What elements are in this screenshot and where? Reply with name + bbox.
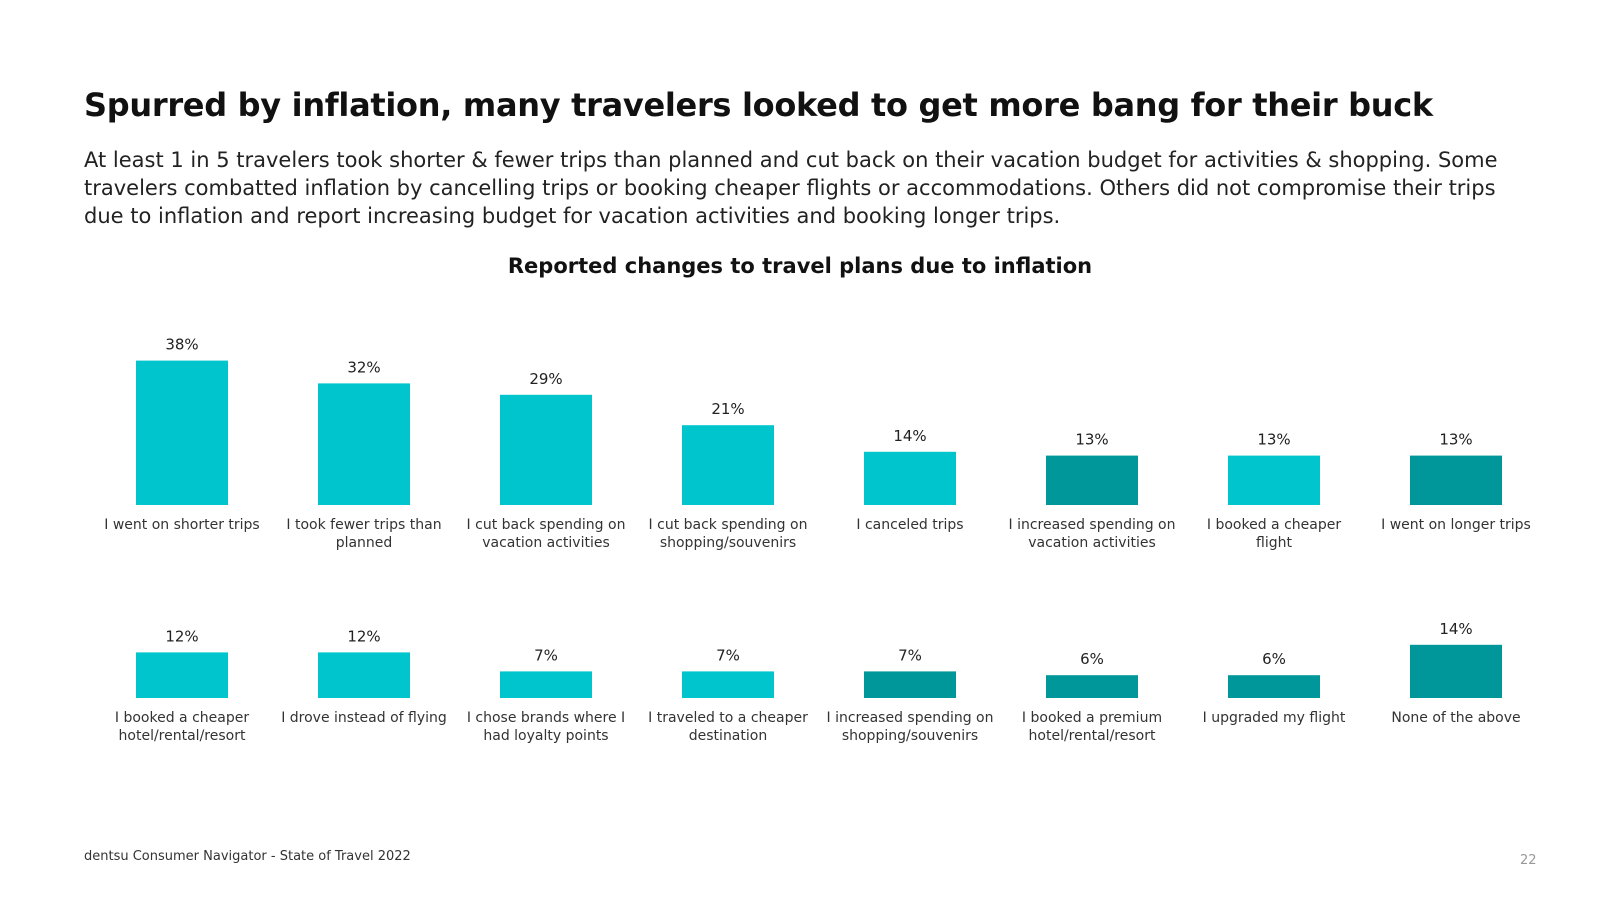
bar <box>1410 644 1502 698</box>
bar <box>500 671 592 698</box>
category-label: had loyalty points <box>483 728 608 744</box>
bar <box>864 451 956 505</box>
category-label: hotel/rental/resort <box>119 728 246 744</box>
page-headline: Spurred by inflation, many travelers loo… <box>84 86 1433 124</box>
category-label: I upgraded my flight <box>1203 710 1346 726</box>
bar <box>1410 455 1502 505</box>
category-label: shopping/souvenirs <box>660 535 796 551</box>
bar <box>318 383 410 505</box>
category-label: destination <box>689 728 767 744</box>
bar-value-label: 13% <box>1439 431 1472 449</box>
category-label: None of the above <box>1391 710 1520 726</box>
bar-value-label: 7% <box>898 646 922 664</box>
bar-value-label: 6% <box>1080 650 1104 668</box>
bar-value-label: 14% <box>1439 620 1472 638</box>
bar <box>1228 675 1320 698</box>
category-label: I chose brands where I <box>467 710 625 726</box>
category-label: I took fewer trips than <box>286 517 441 533</box>
category-label: I cut back spending on <box>649 517 808 533</box>
bar-value-label: 14% <box>893 427 926 445</box>
bar-value-label: 7% <box>534 646 558 664</box>
bar <box>318 652 410 698</box>
bar-value-label: 12% <box>165 627 198 645</box>
bar-value-label: 13% <box>1075 431 1108 449</box>
bar-value-label: 12% <box>347 627 380 645</box>
page-number: 22 <box>1520 853 1537 868</box>
category-label: I canceled trips <box>856 517 963 533</box>
bar <box>136 652 228 698</box>
bar-value-label: 21% <box>711 400 744 418</box>
bar <box>682 671 774 698</box>
category-label: I booked a premium <box>1022 710 1162 726</box>
category-label: I went on longer trips <box>1381 517 1531 533</box>
category-label: hotel/rental/resort <box>1029 728 1156 744</box>
bar-value-label: 13% <box>1257 431 1290 449</box>
bar <box>1228 455 1320 505</box>
bar <box>1046 675 1138 698</box>
bar-value-label: 6% <box>1262 650 1286 668</box>
category-label: vacation activities <box>1028 535 1156 551</box>
category-label: vacation activities <box>482 535 610 551</box>
category-label: planned <box>336 535 393 551</box>
category-label: I booked a cheaper <box>1207 517 1341 533</box>
bar-value-label: 38% <box>165 336 198 354</box>
category-label: I drove instead of flying <box>281 710 447 726</box>
bar <box>500 394 592 505</box>
category-label: I traveled to a cheaper <box>648 710 808 726</box>
category-label: I booked a cheaper <box>115 710 249 726</box>
footer-source: dentsu Consumer Navigator - State of Tra… <box>84 849 411 864</box>
bar-value-label: 32% <box>347 358 380 376</box>
category-label: I cut back spending on <box>467 517 626 533</box>
bar <box>136 360 228 505</box>
category-label: I went on shorter trips <box>104 517 259 533</box>
bar-value-label: 29% <box>529 370 562 388</box>
bar <box>682 425 774 505</box>
bar-value-label: 7% <box>716 646 740 664</box>
bar <box>864 671 956 698</box>
category-label: I increased spending on <box>826 710 993 726</box>
category-label: shopping/souvenirs <box>842 728 978 744</box>
bar <box>1046 455 1138 505</box>
chart-title: Reported changes to travel plans due to … <box>507 254 1093 278</box>
category-label: I increased spending on <box>1008 517 1175 533</box>
category-label: flight <box>1256 535 1292 551</box>
page-subtext: At least 1 in 5 travelers took shorter &… <box>84 148 1498 228</box>
